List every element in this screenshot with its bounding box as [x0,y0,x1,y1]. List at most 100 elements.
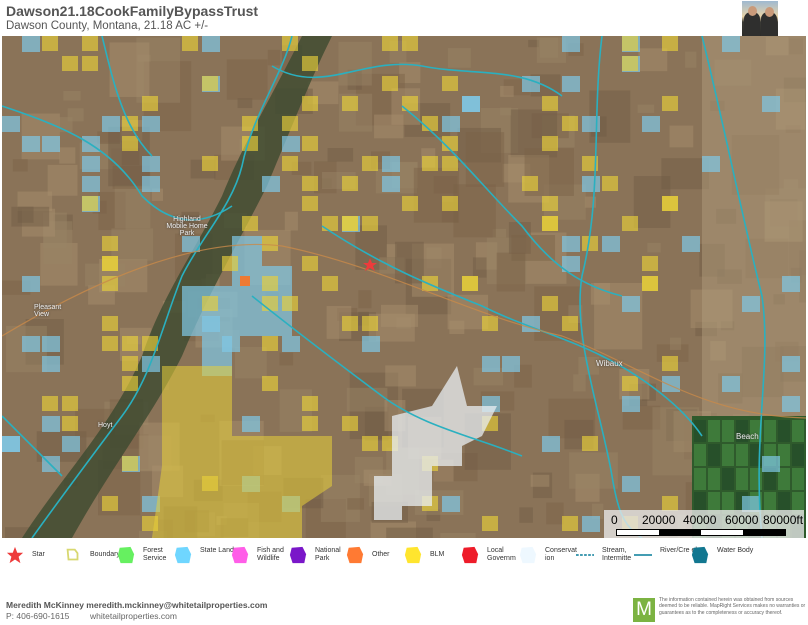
blm-parcel [302,396,318,411]
highway [2,243,806,419]
state-land-parcel [2,116,20,132]
terrain-patch [500,85,514,97]
state-land-parcel [442,116,460,132]
blm-parcel [82,56,98,71]
blm-parcel [122,136,138,151]
agent-website[interactable]: whitetailproperties.com [90,611,177,621]
blm-parcel [62,396,78,411]
terrain-patch [11,206,50,227]
terrain-patch [465,132,505,187]
blm-parcel [542,196,558,211]
terrain-patch [17,206,34,223]
blm-parcel [102,316,118,331]
terrain-patch [321,178,332,188]
terrain-patch [433,176,458,194]
state-land-parcel [562,256,580,272]
river-line [321,225,703,437]
crop-field [778,492,790,514]
legend-label: Star [32,551,45,558]
map-subtitle: Dawson County, Montana, 21.18 AC +/- [6,20,209,32]
place-label: Wibaux [596,359,623,368]
legend-label: Forest Service [143,547,167,562]
terrain-patch [473,367,504,386]
crop-field [694,444,706,466]
terrain-patch [519,507,533,523]
blm-parcel [202,156,218,171]
blm-parcel [362,436,378,451]
scale-label: 60000 [725,513,759,527]
blm-parcel [202,296,218,311]
terrain-patch [386,527,433,538]
blm-parcel [102,236,118,251]
crop-field [722,444,734,466]
terrain-patch [226,59,268,100]
terrain-patch [40,242,78,286]
terrain-patch [386,244,397,258]
blm-parcel [42,396,58,411]
terrain-patch [641,383,656,401]
terrain-patch [530,474,550,487]
legend-label: Boundary [90,551,120,558]
blm-parcel [262,236,278,251]
blm-parcel [222,256,238,271]
terrain-patch [364,406,389,441]
state-land-parcel [442,496,460,512]
terrain-patch [314,161,337,194]
blm-parcel [82,196,98,211]
crop-field [708,492,720,514]
terrain-patch [136,37,181,103]
blm-parcel [342,176,358,191]
blm-parcel [602,176,618,191]
state-land-parcel [22,36,40,52]
place-label: Beach [736,432,759,441]
terrain-patch [17,191,53,212]
blm-parcel [422,156,438,171]
terrain-patch [548,398,596,439]
river-line [701,36,766,538]
terrain-patch [305,499,346,538]
blm-parcel [562,116,578,131]
blm-parcel [362,216,378,231]
blm-parcel [282,156,298,171]
blm-parcel [622,56,638,71]
state-land-parcel [142,156,160,172]
terrain-patch [578,356,600,375]
polygon-icon [346,546,364,564]
terrain-patch [370,521,417,538]
place-label: Pleasant View [34,304,62,318]
terrain-patch [426,509,441,522]
map-legend: Star Boundary Forest Service State Land Fish… [0,540,808,570]
blm-parcel [442,76,458,91]
scale-label: 0 [611,513,618,527]
state-land-parcel [542,436,560,452]
state-land-parcel [42,136,60,152]
state-land-parcel [522,76,540,92]
state-land-parcel [782,276,800,292]
scale-bar: 0 20000 40000 60000 80000ft [604,510,804,538]
blm-parcel [542,96,558,111]
blm-parcel [122,336,138,351]
state-land-parcel [722,36,740,52]
terrain-patch [480,107,519,153]
blm-parcel [302,196,318,211]
blm-parcel [182,36,198,51]
state-land-parcel [42,356,60,372]
blm-parcel [282,296,298,311]
map-canvas[interactable]: Highland Mobile Home Park Wibaux Beach H… [2,36,806,538]
terrain-patch [21,208,56,237]
terrain-patch [42,212,67,248]
line-icon [634,546,652,564]
crop-field [708,444,720,466]
state-land-parcel [482,356,500,372]
terrain-patch [385,365,416,387]
blm-parcel [662,36,678,51]
blm-parcel [242,216,258,231]
crop-field [764,468,776,490]
terrain-patch [347,498,365,510]
terrain-patch [63,90,81,101]
terrain-patch [426,247,442,269]
legend-label: Water Body [717,547,754,554]
blm-parcel [582,436,598,451]
legend-label: Conservat ion [545,547,577,562]
state-land-parcel [362,336,380,352]
